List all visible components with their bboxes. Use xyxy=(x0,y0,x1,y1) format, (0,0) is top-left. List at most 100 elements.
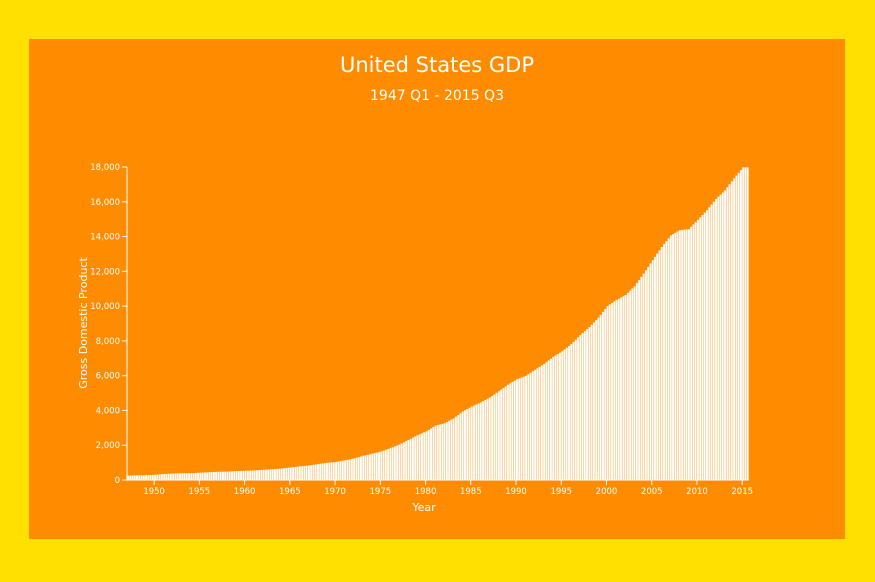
gdp-bar xyxy=(708,207,711,480)
gdp-bar xyxy=(210,472,213,480)
gdp-bar xyxy=(531,371,534,480)
gdp-bar xyxy=(663,244,665,480)
gdp-bar xyxy=(307,465,310,480)
gdp-bar xyxy=(518,378,521,480)
gdp-bar xyxy=(174,473,177,480)
gdp-bar xyxy=(497,391,500,480)
gdp-bar xyxy=(459,413,462,480)
gdp-bar xyxy=(271,469,274,480)
chart-title: United States GDP xyxy=(340,53,534,77)
gdp-bar xyxy=(439,424,442,480)
gdp-bar xyxy=(554,355,557,480)
gdp-bar xyxy=(359,456,362,480)
gdp-bar xyxy=(561,351,564,480)
gdp-bar xyxy=(375,452,378,480)
gdp-bar xyxy=(233,471,236,480)
gdp-bar xyxy=(502,388,505,480)
gdp-bar xyxy=(289,467,292,480)
x-tick-label: 1970 xyxy=(324,487,346,497)
gdp-bar xyxy=(249,470,252,480)
gdp-bar xyxy=(418,434,421,480)
gdp-bar-chart: 0 2,000 4,000 6,000 8,000 10,000 12,000 14,000 1… xyxy=(77,163,753,514)
gdp-bar xyxy=(192,473,195,480)
gdp-bar xyxy=(188,473,190,480)
gdp-bar xyxy=(615,300,618,480)
gdp-bar xyxy=(470,406,473,480)
gdp-bar xyxy=(421,433,423,480)
gdp-bar xyxy=(240,470,242,480)
x-tick-label: 1995 xyxy=(550,487,572,497)
gdp-bar xyxy=(667,238,670,480)
gdp-bar xyxy=(445,422,448,480)
chart-subtitle: 1947 Q1 - 2015 Q3 xyxy=(370,88,504,104)
gdp-bar xyxy=(292,467,295,480)
gdp-bar xyxy=(212,471,215,480)
gdp-bar xyxy=(222,471,224,480)
x-tick-label: 1960 xyxy=(234,487,256,497)
gdp-bar xyxy=(626,292,629,480)
gdp-bar xyxy=(461,411,464,480)
gdp-bar xyxy=(448,420,451,480)
gdp-bar xyxy=(556,354,559,480)
gdp-bar xyxy=(181,473,184,480)
gdp-bar xyxy=(369,454,371,480)
gdp-bar xyxy=(540,365,543,480)
gdp-bar xyxy=(457,414,460,480)
x-tick-label: 2005 xyxy=(641,487,663,497)
gdp-bar xyxy=(371,453,374,480)
gdp-bar xyxy=(477,403,480,480)
gdp-bar xyxy=(654,256,656,480)
gdp-bar xyxy=(131,475,134,480)
gdp-bar xyxy=(341,460,344,480)
gdp-bar xyxy=(719,194,722,480)
x-tick-label: 2000 xyxy=(596,487,618,497)
gdp-bar xyxy=(350,458,353,480)
gdp-bar xyxy=(608,304,611,480)
y-tick-label: 4,000 xyxy=(96,406,120,416)
gdp-bar xyxy=(629,290,632,480)
gdp-bar xyxy=(746,167,749,480)
gdp-bar xyxy=(337,461,340,480)
gdp-bar xyxy=(572,341,575,480)
gdp-bar xyxy=(391,447,394,480)
gdp-bar xyxy=(396,445,399,480)
x-tick-label: 1950 xyxy=(143,487,165,497)
gdp-bar xyxy=(328,462,331,480)
gdp-bar xyxy=(190,473,193,480)
gdp-bar xyxy=(260,469,263,480)
gdp-bar xyxy=(129,475,132,480)
gdp-bar xyxy=(509,383,512,480)
gdp-bar xyxy=(692,224,695,480)
gdp-bar xyxy=(726,187,729,481)
gdp-bar xyxy=(617,298,620,480)
gdp-bar xyxy=(411,437,414,480)
gdp-bar xyxy=(400,443,403,480)
gdp-bar xyxy=(172,473,175,480)
gdp-bar xyxy=(231,471,233,480)
gdp-bar xyxy=(642,273,645,480)
x-tick-label: 1975 xyxy=(370,487,392,497)
chart-card: United States GDP 1947 Q1 - 2015 Q3 0 2,0… xyxy=(29,39,845,539)
gdp-bar xyxy=(326,462,328,480)
gdp-bar xyxy=(387,449,390,480)
gdp-bar xyxy=(262,469,265,480)
gdp-bar xyxy=(475,404,478,480)
gdp-bar xyxy=(402,442,405,480)
gdp-bar xyxy=(538,366,541,480)
y-tick-label: 10,000 xyxy=(90,302,120,312)
gdp-bar xyxy=(298,466,301,480)
y-tick-label: 8,000 xyxy=(96,337,120,347)
gdp-bar xyxy=(362,455,365,480)
gdp-bar xyxy=(366,454,369,480)
gdp-bar xyxy=(624,294,627,480)
gdp-bar xyxy=(588,327,591,480)
gdp-bar xyxy=(592,322,595,480)
gdp-bar xyxy=(335,461,337,480)
gdp-bar xyxy=(500,389,503,480)
gdp-bar xyxy=(163,474,166,480)
gdp-bar xyxy=(301,466,304,480)
gdp-bar xyxy=(127,475,129,480)
gdp-bar xyxy=(520,377,523,480)
y-tick-label: 12,000 xyxy=(90,267,120,277)
gdp-bar xyxy=(142,475,145,480)
